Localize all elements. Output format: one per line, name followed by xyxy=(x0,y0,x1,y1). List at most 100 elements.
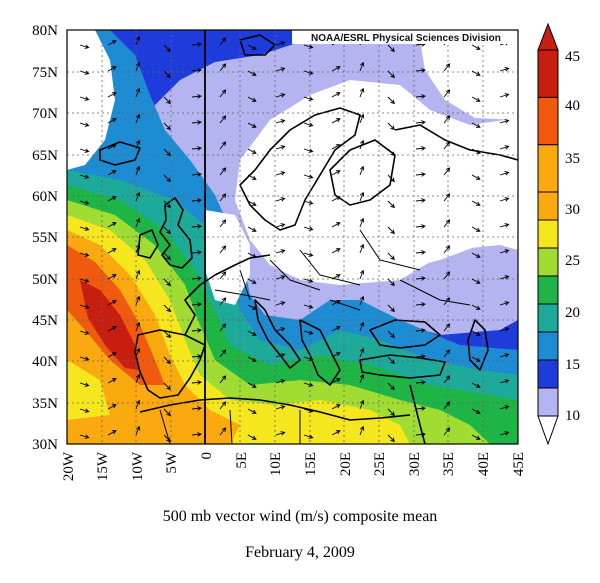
wind-vector-arrow xyxy=(247,278,257,284)
wind-vector-arrow xyxy=(471,382,481,388)
wind-vector-arrow xyxy=(471,122,481,128)
wind-vector-arrow xyxy=(499,301,510,306)
wind-vector-arrow xyxy=(107,300,117,306)
wind-vector-arrow xyxy=(499,379,510,384)
wind-vector-arrow xyxy=(471,174,481,180)
wind-vector-arrow xyxy=(303,148,314,153)
wind-vector-arrow xyxy=(443,89,451,98)
map-frame xyxy=(66,29,519,445)
wind-vector-arrow xyxy=(275,145,286,150)
wind-vector-arrow xyxy=(191,302,202,307)
colorbar-top-arrow xyxy=(537,22,559,51)
wind-vector-arrow xyxy=(415,224,426,229)
wind-vector-arrow xyxy=(163,382,171,391)
wind-vector-arrow xyxy=(163,226,171,235)
wind-vector-arrow xyxy=(219,271,227,280)
wind-vector-arrow xyxy=(135,399,141,410)
longitude-labels: 20W 15W 10W 5W 0 5E 10E 15E 20E 25E 30E … xyxy=(61,451,527,481)
wind-vector-arrow xyxy=(79,70,90,75)
wind-vector-arrow xyxy=(331,222,341,228)
lon-label: 10E xyxy=(268,452,284,476)
wind-vector-arrow xyxy=(443,115,451,124)
wind-vector-arrow xyxy=(247,252,257,258)
wind-vector-arrow xyxy=(303,174,314,179)
wind-vector-arrow xyxy=(471,70,481,76)
lon-label: 40E xyxy=(476,452,492,476)
colorbar-label: 15 xyxy=(565,357,580,373)
wind-vector-arrow xyxy=(107,274,117,280)
coastline-iberia xyxy=(134,329,206,399)
wind-vector-arrow xyxy=(387,304,395,313)
contour-below-10-mid xyxy=(205,210,250,305)
wind-vector-arrow xyxy=(163,304,171,313)
wind-vector-arrow xyxy=(387,356,395,365)
colorbar-segment xyxy=(537,359,559,389)
wind-vector-arrow xyxy=(303,96,314,101)
wind-vector-arrow xyxy=(79,434,90,439)
coastline-scandinavia xyxy=(239,107,361,231)
wind-vector-arrow xyxy=(387,44,395,53)
wind-vector-arrow xyxy=(471,44,481,50)
wind-vector-arrow xyxy=(415,406,426,411)
figure-caption-date: February 4, 2009 xyxy=(245,544,355,561)
wind-vector-arrow xyxy=(415,354,426,359)
wind-vector-arrow xyxy=(415,172,426,177)
wind-vector-arrow xyxy=(499,431,510,436)
lon-label: 5E xyxy=(234,452,250,469)
lat-label: 70N xyxy=(32,106,58,122)
wind-vector-arrow xyxy=(191,120,202,125)
wind-vector-arrow xyxy=(387,330,395,339)
wind-vector-arrow xyxy=(79,278,90,283)
colorbar-segment xyxy=(537,247,559,277)
wind-vector-arrow xyxy=(499,405,510,410)
wind-vector-arrow xyxy=(135,243,141,254)
lon-label: 10W xyxy=(130,451,146,481)
wind-vector-arrow xyxy=(135,269,141,280)
wind-vector-arrow xyxy=(191,224,202,229)
wind-vector-arrow xyxy=(191,172,202,177)
coastline-balkans xyxy=(299,319,341,386)
wind-vector-arrow xyxy=(359,191,365,202)
wind-vector-arrow xyxy=(275,353,286,358)
wind-vector-arrow xyxy=(275,41,286,46)
wind-vector-arrow xyxy=(359,269,365,280)
wind-vector-arrow xyxy=(415,68,426,73)
wind-vector-arrow xyxy=(191,68,202,73)
coastline-turkey xyxy=(359,354,446,379)
wind-vector-arrow xyxy=(443,375,451,384)
wind-vector-arrow xyxy=(79,356,90,361)
grid-lines xyxy=(67,30,518,444)
wind-vector-arrow xyxy=(499,249,510,254)
wind-vector-arrow xyxy=(163,44,171,53)
wind-vector-arrow xyxy=(275,301,286,306)
wind-vector-arrow xyxy=(471,278,481,284)
wind-vector-arrow xyxy=(415,120,426,125)
wind-vector-arrow xyxy=(275,249,286,254)
wind-vector-arrow xyxy=(331,144,341,150)
wind-vector-arrow xyxy=(135,35,141,46)
wind-vector-arrow xyxy=(191,406,202,411)
wind-vector-arrow xyxy=(79,226,90,231)
wind-vector-arrow xyxy=(499,145,510,150)
wind-vector-arrow xyxy=(331,196,341,202)
coastline-great-britain xyxy=(159,197,193,269)
wind-vector-arrow xyxy=(415,94,426,99)
wind-vector-arrow xyxy=(135,113,141,124)
wind-vector-arrow xyxy=(303,122,314,127)
wind-vector-arrow xyxy=(247,122,257,128)
wind-vector-arrow xyxy=(275,379,286,384)
wind-vector-arrow xyxy=(163,174,171,183)
wind-vector-arrow xyxy=(443,219,451,228)
wind-vector-arrow xyxy=(499,171,510,176)
figure-caption-title: 500 mb vector wind (m/s) composite mean xyxy=(162,508,438,525)
wind-vector-arrow xyxy=(443,245,451,254)
wind-vector-arrow xyxy=(247,304,257,310)
coastline-western-europe xyxy=(184,254,271,336)
wind-vector-arrow xyxy=(107,378,117,384)
wind-vector-arrow xyxy=(303,434,314,439)
wind-vector-arrow xyxy=(359,165,365,176)
border-lines xyxy=(159,229,471,444)
colorbar-segment xyxy=(537,49,559,98)
wind-vector-arrow xyxy=(107,144,117,150)
wind-vector-arrow xyxy=(443,271,451,280)
